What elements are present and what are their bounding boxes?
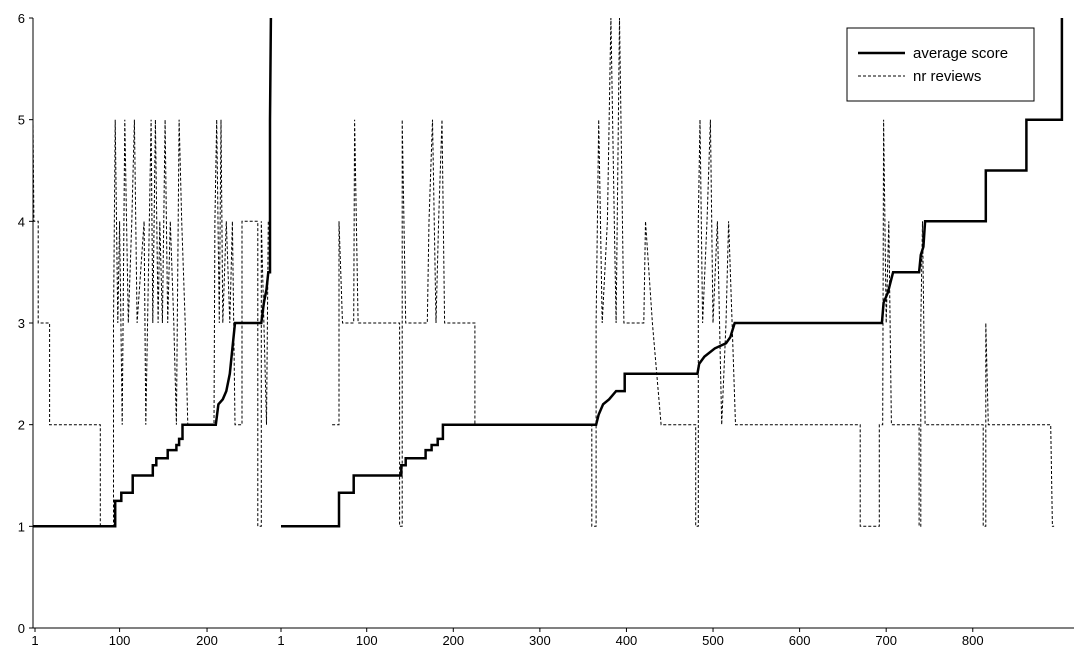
- legend-label-average-score: average score: [913, 45, 1008, 62]
- x-tick-label: 100: [356, 633, 378, 648]
- legend-box: [846, 27, 1035, 102]
- x-tick-label: 200: [196, 633, 218, 648]
- y-tick-label: 1: [18, 519, 25, 534]
- y-tick-label: 6: [18, 11, 25, 26]
- x-tick-label: 700: [875, 633, 897, 648]
- y-tick-label: 4: [18, 214, 25, 229]
- y-tick-label: 0: [18, 621, 25, 636]
- legend-label-nr-reviews: nr reviews: [913, 68, 981, 85]
- plot-marks: [32, 17, 1064, 528]
- x-tick-label: 300: [529, 633, 551, 648]
- series-average-score-line: [281, 18, 1064, 528]
- series-average-score-line: [33, 17, 273, 528]
- x-tick-label: 800: [962, 633, 984, 648]
- y-tick-label: 3: [18, 316, 25, 331]
- x-tick-label: 100: [109, 633, 131, 648]
- x-tick-label: 500: [702, 633, 724, 648]
- x-tick-label: 1: [31, 633, 38, 648]
- series-nr-reviews-line: [332, 17, 1055, 527]
- y-tick-label: 2: [18, 418, 25, 433]
- y-tick-label: 5: [18, 113, 25, 128]
- legend: average score nr reviews: [846, 27, 1035, 102]
- x-tick-label: 200: [442, 633, 464, 648]
- x-tick-label: 600: [789, 633, 811, 648]
- x-tick-label: 400: [616, 633, 638, 648]
- series-nr-reviews-line: [32, 119, 269, 527]
- x-tick-label: 1: [277, 633, 284, 648]
